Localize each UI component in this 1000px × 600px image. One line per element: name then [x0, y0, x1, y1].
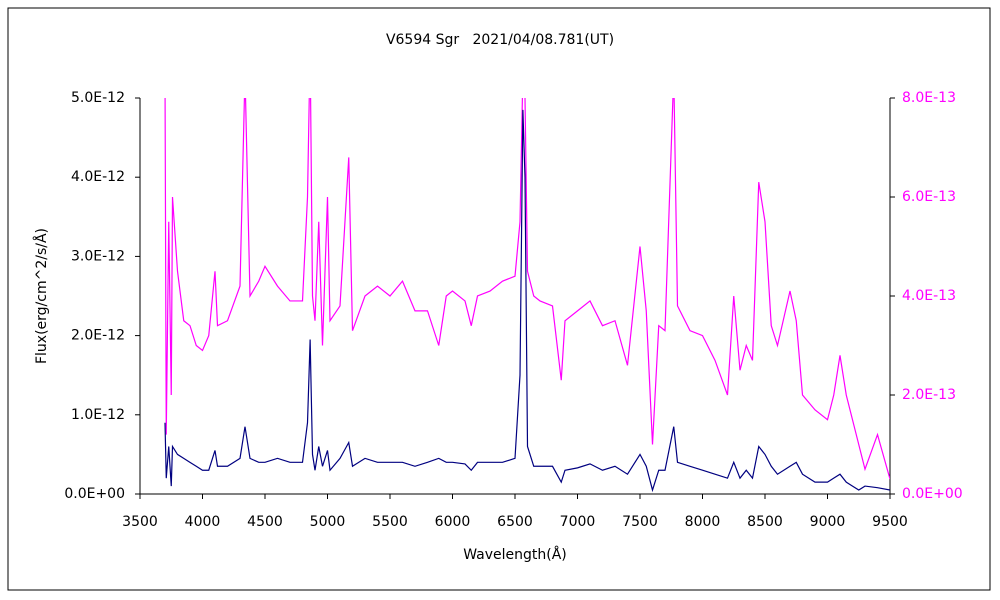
y2-tick-label: 8.0E-13	[902, 90, 956, 106]
x-tick-label: 7500	[622, 514, 658, 530]
x-tick-label: 9500	[872, 514, 908, 530]
frame	[7, 7, 991, 591]
series-line	[164, 109, 890, 493]
y2-tick-label: 4.0E-13	[902, 288, 956, 304]
y-tick-label: 2.0E-12	[71, 328, 125, 344]
chart-title: V6594 Sgr 2021/04/08.781(UT)	[386, 32, 614, 48]
y-tick-label: 3.0E-12	[71, 248, 125, 264]
y2-tick-label: 6.0E-13	[902, 189, 956, 205]
x-axis-label: Wavelength(Å)	[463, 546, 567, 563]
y-tick-label: 4.0E-12	[71, 169, 125, 185]
y-axis-label: Flux(erg/cm^2/s/Å)	[33, 228, 50, 364]
x-tick-label: 4500	[247, 514, 283, 530]
x-tick-label: 7000	[560, 514, 596, 530]
x-tick-label: 8000	[685, 514, 721, 530]
series-line	[164, 98, 890, 480]
x-tick-label: 6500	[497, 514, 533, 530]
x-tick-label: 5500	[372, 514, 408, 530]
y-tick-label: 1.0E-12	[71, 407, 125, 423]
x-tick-label: 4000	[185, 514, 221, 530]
y2-tick-label: 0.0E+00	[902, 486, 963, 502]
x-tick-label: 5000	[310, 514, 346, 530]
x-tick-label: 8500	[747, 514, 783, 530]
y-tick-label: 0.0E+00	[64, 486, 125, 502]
x-tick-label: 3500	[122, 514, 158, 530]
x-tick-label: 9000	[810, 514, 846, 530]
y-tick-label: 5.0E-12	[71, 90, 125, 106]
y2-tick-label: 2.0E-13	[902, 387, 956, 403]
x-tick-label: 6000	[435, 514, 471, 530]
